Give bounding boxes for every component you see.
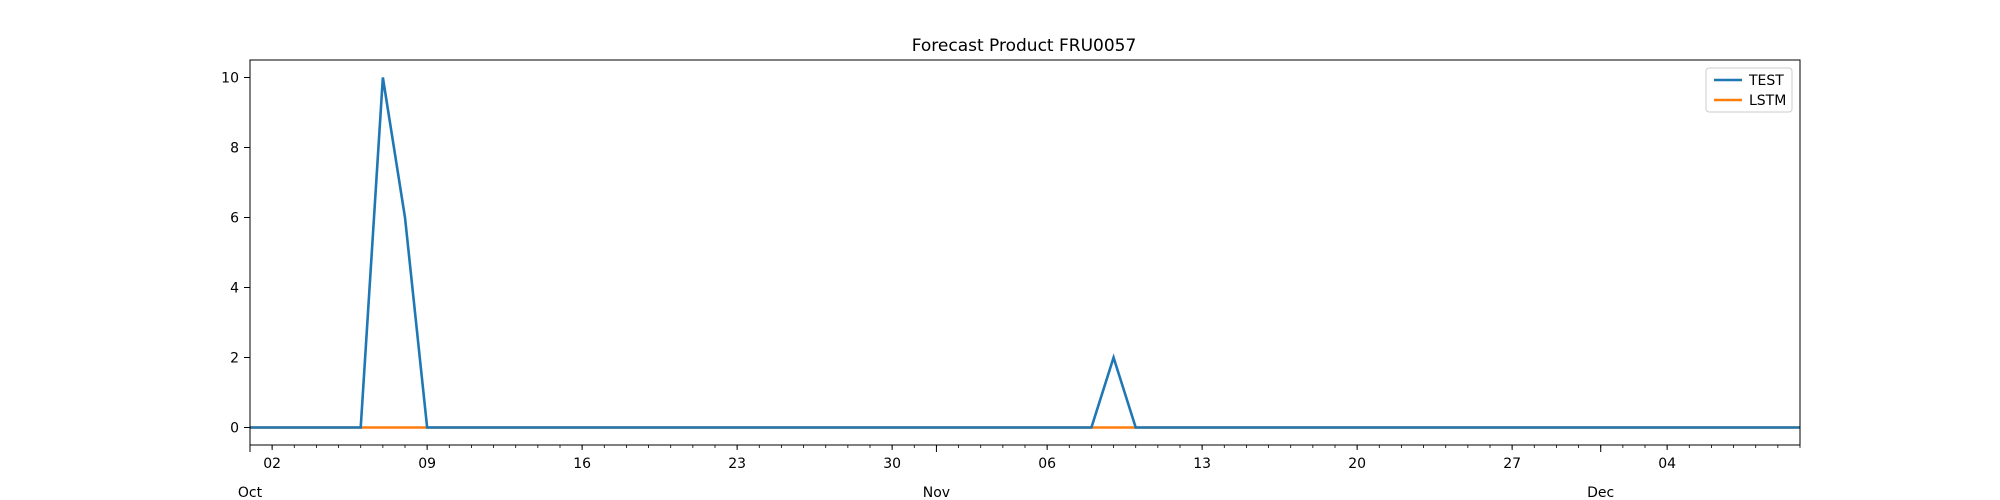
legend-label-test: TEST	[1748, 73, 1784, 89]
y-tick-label-5: 10	[221, 71, 239, 87]
plot-frame	[249, 59, 1801, 446]
x-week-tick-label-4: 30	[883, 456, 901, 472]
x-week-tick-label-5: 06	[1038, 456, 1056, 472]
x-week-tick-label-9: 04	[1658, 456, 1676, 472]
x-week-tick-label-2: 16	[573, 456, 591, 472]
legend: TEST LSTM	[1705, 67, 1793, 113]
chart-title: Forecast Product FRU0057	[912, 36, 1137, 56]
y-tick-label-3: 6	[230, 211, 239, 227]
y-axis: 0 2 4 6 8 10	[221, 71, 250, 437]
x-week-tick-label-8: 27	[1503, 456, 1521, 472]
x-month-tick-label-1: Nov	[923, 485, 950, 500]
y-tick-label-2: 4	[230, 281, 239, 297]
y-tick-label-4: 8	[230, 141, 239, 157]
series-layer	[250, 77, 1800, 429]
y-tick-label-0: 0	[230, 421, 239, 437]
y-tick-label-1: 2	[230, 351, 239, 367]
x-axis: 02 09 16 23 30 06 13 20 27 04 Oct Nov Dec	[238, 445, 1801, 500]
x-week-tick-label-3: 23	[728, 456, 746, 472]
x-week-tick-label-0: 02	[263, 456, 281, 472]
series-line-test	[250, 77, 1800, 429]
x-month-tick-label-0: Oct	[238, 485, 263, 500]
x-week-tick-label-1: 09	[418, 456, 436, 472]
x-week-tick-label-6: 13	[1193, 456, 1211, 472]
x-week-tick-label-7: 20	[1348, 456, 1366, 472]
legend-label-lstm: LSTM	[1749, 93, 1786, 109]
x-month-tick-label-2: Dec	[1587, 485, 1614, 500]
